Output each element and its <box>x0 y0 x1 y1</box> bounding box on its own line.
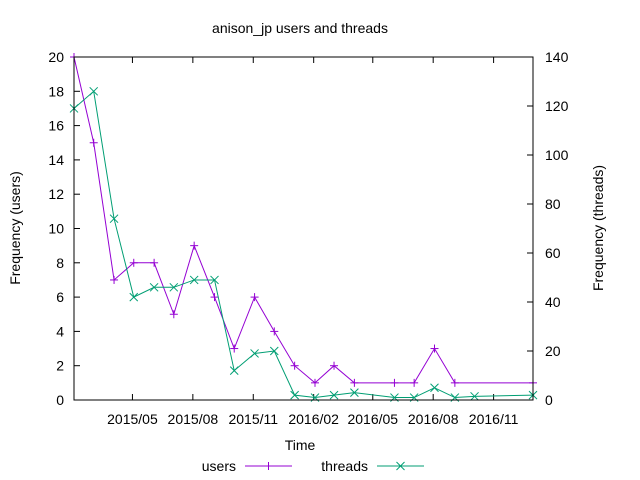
users-point <box>89 138 98 147</box>
legend-label-users: users <box>202 458 236 474</box>
y-tick-label: 6 <box>56 289 64 305</box>
threads-series-line <box>73 90 534 399</box>
users-point <box>310 378 319 387</box>
y-tick-label: 14 <box>48 152 64 168</box>
users-series-line <box>73 56 533 384</box>
users-point <box>430 344 439 353</box>
threads-point <box>329 390 339 400</box>
threads-point <box>149 282 159 292</box>
threads-point <box>350 388 359 398</box>
threads-point <box>210 275 219 285</box>
users-point <box>350 378 359 387</box>
y-tick-label: 12 <box>48 186 64 202</box>
users-point <box>150 258 159 267</box>
y2-tick-label: 120 <box>545 98 569 114</box>
y2-tick-label: 80 <box>545 196 561 212</box>
users-point <box>129 258 138 267</box>
threads-point <box>229 366 239 375</box>
users-point <box>110 275 119 284</box>
x-tick-label: 2015/05 <box>107 411 158 427</box>
users-point <box>169 310 178 319</box>
threads-point <box>129 292 139 302</box>
users-point <box>230 344 239 353</box>
users-point <box>330 361 339 370</box>
y2-tick-label: 20 <box>545 343 561 359</box>
chart-title: anison_jp users and threads <box>212 20 388 36</box>
legend-marker-threads <box>396 461 405 471</box>
series-layer <box>69 53 538 402</box>
x-tick-label: 2015/11 <box>228 411 278 427</box>
threads-point <box>290 390 299 400</box>
users-point <box>410 378 419 387</box>
y-tick-label: 20 <box>48 49 64 65</box>
users-point <box>270 327 279 336</box>
y2-tick-label: 0 <box>545 392 553 408</box>
x-tick-label: 2015/08 <box>168 411 219 427</box>
users-point <box>450 378 459 387</box>
users-point <box>210 293 219 302</box>
threads-point <box>430 383 439 393</box>
users-point <box>390 378 399 387</box>
axis-ticks: 0 2 4 6 8 10 12 14 16 18 20 0 20 40 60 80 100 120 140 2015/… <box>48 49 568 427</box>
y-tick-label: 10 <box>48 221 64 237</box>
x-tick-label: 2016/11 <box>469 411 519 427</box>
y-tick-label: 16 <box>48 118 64 134</box>
y-tick-label: 0 <box>56 392 64 408</box>
y-tick-label: 2 <box>56 358 64 374</box>
legend-label-threads: threads <box>321 458 368 474</box>
y2-tick-label: 140 <box>545 49 569 65</box>
threads-point <box>470 391 479 401</box>
threads-point <box>189 275 199 285</box>
y-tick-label: 8 <box>56 255 64 271</box>
y2-axis-label: Frequency (threads) <box>590 165 606 291</box>
threads-point <box>250 349 259 358</box>
x-axis-label: Time <box>285 437 316 453</box>
threads-point <box>89 86 99 96</box>
y-tick-label: 18 <box>48 83 64 99</box>
y2-tick-label: 100 <box>545 147 569 163</box>
y-axis-label: Frequency (users) <box>7 171 23 285</box>
users-point <box>190 241 199 250</box>
threads-point <box>269 346 279 356</box>
legend-marker-users <box>264 462 273 470</box>
y2-tick-label: 60 <box>545 245 561 261</box>
x-tick-label: 2016/05 <box>347 411 398 427</box>
x-tick-label: 2016/08 <box>408 411 459 427</box>
plot-frame <box>73 56 534 401</box>
legend: users threads <box>202 458 424 474</box>
threads-point <box>169 282 179 292</box>
users-point <box>290 361 299 370</box>
y-tick-label: 4 <box>56 323 64 339</box>
users-point <box>250 293 259 302</box>
y2-tick-label: 40 <box>545 294 561 310</box>
threads-point <box>109 214 119 224</box>
x-tick-label: 2016/02 <box>288 411 339 427</box>
